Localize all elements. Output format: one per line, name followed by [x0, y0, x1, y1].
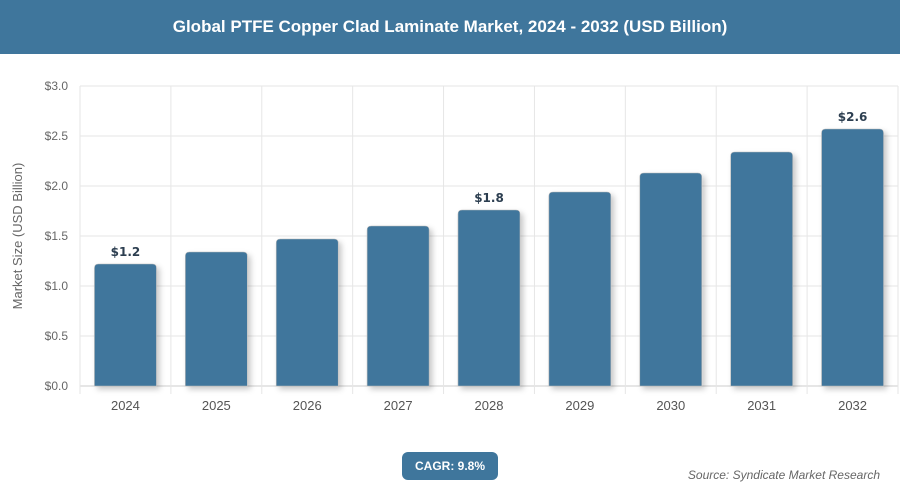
- y-tick-label: $0.0: [45, 379, 69, 393]
- bar-2026: [275, 238, 339, 387]
- bar-2028: [457, 209, 521, 387]
- y-axis-label: Market Size (USD Billion): [10, 163, 25, 310]
- data-label: $2.6: [838, 110, 868, 124]
- x-tick-label: 2030: [656, 398, 685, 413]
- x-tick-label: 2025: [202, 398, 231, 413]
- x-tick-label: 2027: [384, 398, 413, 413]
- x-tick-label: 2026: [293, 398, 322, 413]
- bar-2032: [821, 128, 884, 387]
- x-tick-label: 2028: [475, 398, 504, 413]
- chart-title: Global PTFE Copper Clad Laminate Market,…: [0, 0, 900, 54]
- bar-chart: $0.0 $0.5 $1.0 $1.5 $2.0 $2.5 $3.0 Market Size …: [10, 79, 899, 413]
- bar-2025: [185, 251, 248, 387]
- x-tick-label: 2024: [111, 398, 140, 413]
- data-label: $1.2: [111, 245, 141, 259]
- bar-2029: [548, 191, 612, 387]
- bar-2030: [639, 172, 703, 387]
- y-tick-label: $3.0: [45, 79, 69, 93]
- x-tick-label: 2029: [565, 398, 594, 413]
- y-tick-label: $1.0: [45, 279, 69, 293]
- x-tick-label: 2032: [838, 398, 867, 413]
- y-tick-label: $0.5: [45, 329, 69, 343]
- bar-2027: [366, 225, 430, 387]
- cagr-badge: CAGR: 9.8%: [402, 452, 498, 480]
- y-tick-label: $2.0: [45, 179, 69, 193]
- y-tick-label: $2.5: [45, 129, 69, 143]
- x-tick-label: 2031: [747, 398, 776, 413]
- source-note: Source: Syndicate Market Research: [687, 468, 880, 482]
- bar-2031: [730, 151, 793, 387]
- data-label: $1.8: [474, 191, 504, 205]
- bar-2024: [94, 263, 157, 387]
- y-tick-label: $1.5: [45, 229, 69, 243]
